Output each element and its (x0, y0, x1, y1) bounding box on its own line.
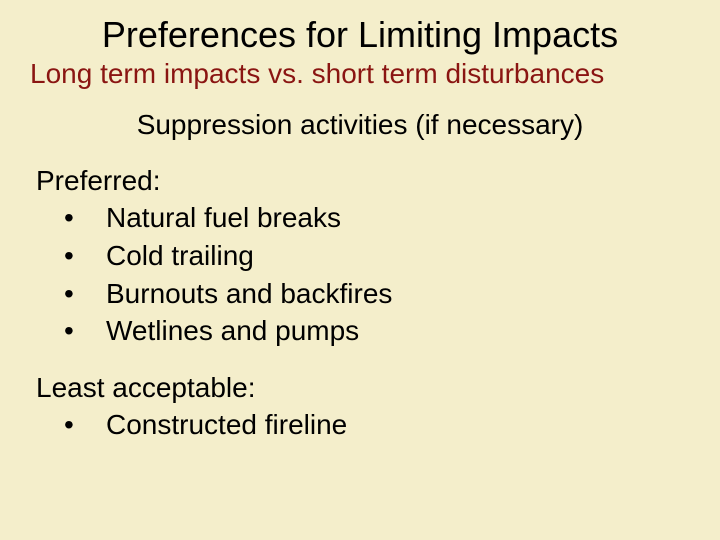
least-acceptable-list: Constructed fireline (36, 406, 690, 444)
least-acceptable-block: Least acceptable: Constructed fireline (36, 372, 690, 444)
list-item: Natural fuel breaks (64, 199, 690, 237)
least-acceptable-label: Least acceptable: (36, 372, 690, 404)
preferred-label: Preferred: (36, 165, 690, 197)
list-item: Constructed fireline (64, 406, 690, 444)
slide-title: Preferences for Limiting Impacts (30, 14, 690, 55)
list-item: Wetlines and pumps (64, 312, 690, 350)
preferred-block: Preferred: Natural fuel breaks Cold trai… (36, 165, 690, 350)
list-item: Burnouts and backfires (64, 275, 690, 313)
slide-subheading: Suppression activities (if necessary) (30, 109, 690, 141)
list-item: Cold trailing (64, 237, 690, 275)
preferred-list: Natural fuel breaks Cold trailing Burnou… (36, 199, 690, 350)
slide-container: Preferences for Limiting Impacts Long te… (0, 0, 720, 540)
slide-subtitle: Long term impacts vs. short term disturb… (30, 57, 690, 91)
